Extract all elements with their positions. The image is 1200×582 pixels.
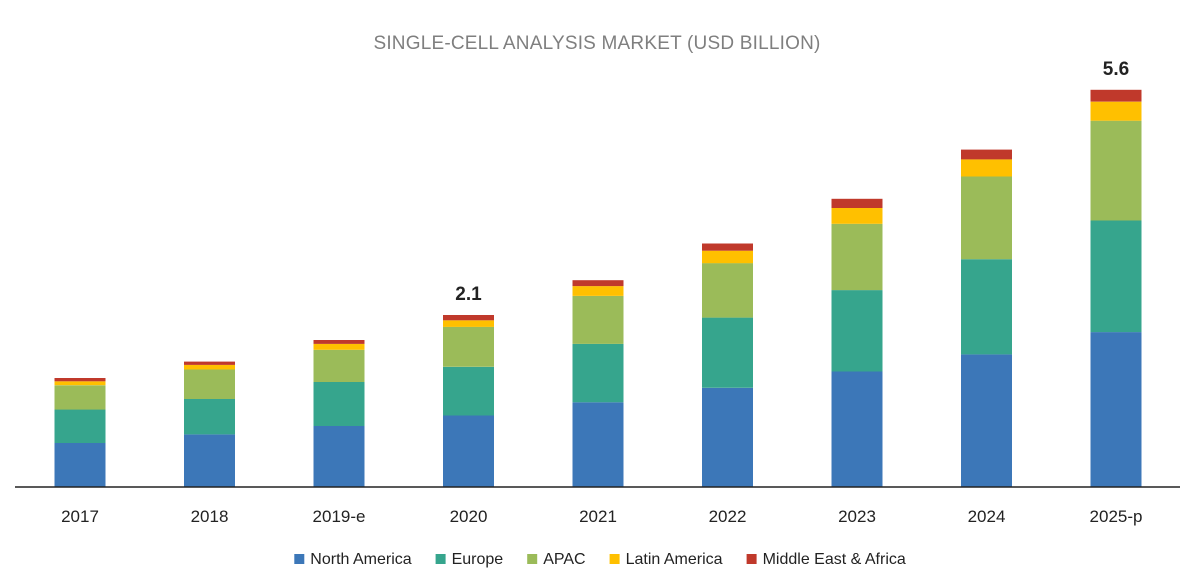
legend-label-middle-east-and-africa: Middle East & Africa [763,551,906,568]
bar-segment-europe-2019-e [313,382,365,426]
x-tick-label-2018: 2018 [191,507,229,526]
bar-segment-europe-2017 [54,409,106,443]
bar-segment-apac-2022 [702,263,753,318]
bar-segment-north-america-2024 [961,354,1012,487]
x-tick-label-2025-p: 2025-p [1090,507,1143,526]
bar-segment-middle-east-and-africa-2024 [961,149,1012,160]
legend-item-north-america: North America [294,551,412,568]
x-tick-label-2017: 2017 [61,507,99,526]
bar-segment-latin-america-2020 [443,320,494,327]
legend-swatch-latin-america [609,554,620,564]
legend-label-europe: Europe [452,551,504,568]
legend-label-apac: APAC [543,551,585,568]
x-tick-label-2024: 2024 [968,507,1006,526]
bar-segment-middle-east-and-africa-2022 [702,243,753,251]
bar-segment-latin-america-2023 [831,208,883,224]
x-tick-label-2021: 2021 [579,507,617,526]
bar-segment-north-america-2023 [831,371,883,487]
bar-segment-apac-2020 [443,326,494,367]
bar-segment-north-america-2025-p [1090,332,1142,487]
legend-swatch-north-america [294,554,305,564]
bars-layer [54,89,1142,487]
bar-segment-north-america-2020 [443,415,494,487]
bar-segment-apac-2017 [54,385,106,410]
bar-segment-europe-2023 [831,290,883,372]
bar-segment-apac-2019-e [313,349,365,382]
bar-segment-apac-2024 [961,176,1012,260]
x-tick-label-2023: 2023 [838,507,876,526]
bar-segment-latin-america-2021 [572,286,624,296]
legend: North America Europe APAC Latin America Midd… [294,551,906,568]
total-label-2025-p: 5.6 [1103,59,1129,80]
bar-segment-europe-2020 [443,366,494,416]
chart-title: SINGLE-CELL ANALYSIS MARKET (USD BILLION… [373,33,820,54]
bar-segment-north-america-2018 [184,434,235,487]
x-tick-label-2022: 2022 [709,507,747,526]
bar-segment-europe-2024 [961,259,1012,355]
bar-segment-latin-america-2025-p [1090,101,1142,121]
bar-segment-latin-america-2024 [961,159,1012,177]
x-axis-ticks: 2017 2018 2019-e 2020 2021 2022 2023 2024 2025-p [61,507,1142,526]
bar-segment-latin-america-2019-e [313,343,365,350]
bar-segment-europe-2018 [184,399,235,435]
legend-swatch-middle-east-and-africa [746,554,757,564]
data-labels: 2.1 5.6 [455,59,1129,305]
legend-swatch-apac [527,554,538,564]
bar-segment-apac-2018 [184,369,235,399]
legend-label-north-america: North America [310,551,411,568]
x-tick-label-2019-e: 2019-e [313,507,366,526]
bar-segment-apac-2021 [572,296,624,344]
bar-segment-europe-2025-p [1090,220,1142,333]
bar-segment-europe-2021 [572,343,624,403]
legend-item-apac: APAC [527,551,586,568]
bar-segment-middle-east-and-africa-2017 [54,378,106,382]
bar-segment-north-america-2022 [702,387,753,487]
bar-segment-north-america-2021 [572,402,624,487]
bar-segment-north-america-2017 [54,443,106,487]
bar-segment-middle-east-and-africa-2018 [184,361,235,365]
bar-segment-middle-east-and-africa-2019-e [313,340,365,344]
bar-segment-middle-east-and-africa-2021 [572,280,624,287]
bar-segment-latin-america-2022 [702,250,753,264]
bar-segment-apac-2025-p [1090,120,1142,221]
legend-label-latin-america: Latin America [626,551,723,568]
x-tick-label-2020: 2020 [450,507,488,526]
bar-segment-north-america-2019-e [313,425,365,487]
bar-segment-apac-2023 [831,223,883,291]
total-label-2020: 2.1 [455,284,482,305]
legend-swatch-europe [435,554,446,564]
bar-segment-latin-america-2017 [54,381,106,386]
bar-segment-middle-east-and-africa-2020 [443,315,494,321]
legend-item-europe: Europe [435,551,504,568]
bar-segment-europe-2022 [702,317,753,388]
bar-segment-middle-east-and-africa-2025-p [1090,89,1142,102]
bar-segment-latin-america-2018 [184,364,235,370]
legend-item-latin-america: Latin America [609,551,723,568]
bar-segment-middle-east-and-africa-2023 [831,198,883,208]
legend-item-middle-east-and-africa: Middle East & Africa [746,551,906,568]
